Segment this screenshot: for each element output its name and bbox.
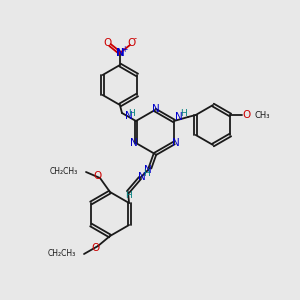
Text: CH₃: CH₃ — [254, 110, 270, 119]
Text: N: N — [175, 112, 183, 122]
Text: -: - — [134, 34, 136, 43]
Text: H: H — [180, 110, 186, 118]
Text: H: H — [129, 110, 135, 118]
Text: O: O — [92, 243, 100, 253]
Text: N: N — [144, 165, 152, 175]
Text: +: + — [121, 46, 127, 55]
Text: N: N — [152, 104, 160, 114]
Text: H: H — [124, 190, 131, 200]
Text: CH₂CH₃: CH₂CH₃ — [48, 250, 76, 259]
Text: N: N — [130, 138, 138, 148]
Text: N: N — [116, 48, 124, 58]
Text: N: N — [125, 111, 133, 121]
Text: O: O — [242, 110, 250, 120]
Text: O: O — [94, 171, 102, 181]
Text: H: H — [142, 169, 149, 178]
Text: O: O — [104, 38, 112, 48]
Text: N: N — [172, 138, 180, 148]
Text: N: N — [138, 172, 146, 182]
Text: O: O — [128, 38, 136, 48]
Text: CH₂CH₃: CH₂CH₃ — [50, 167, 78, 176]
